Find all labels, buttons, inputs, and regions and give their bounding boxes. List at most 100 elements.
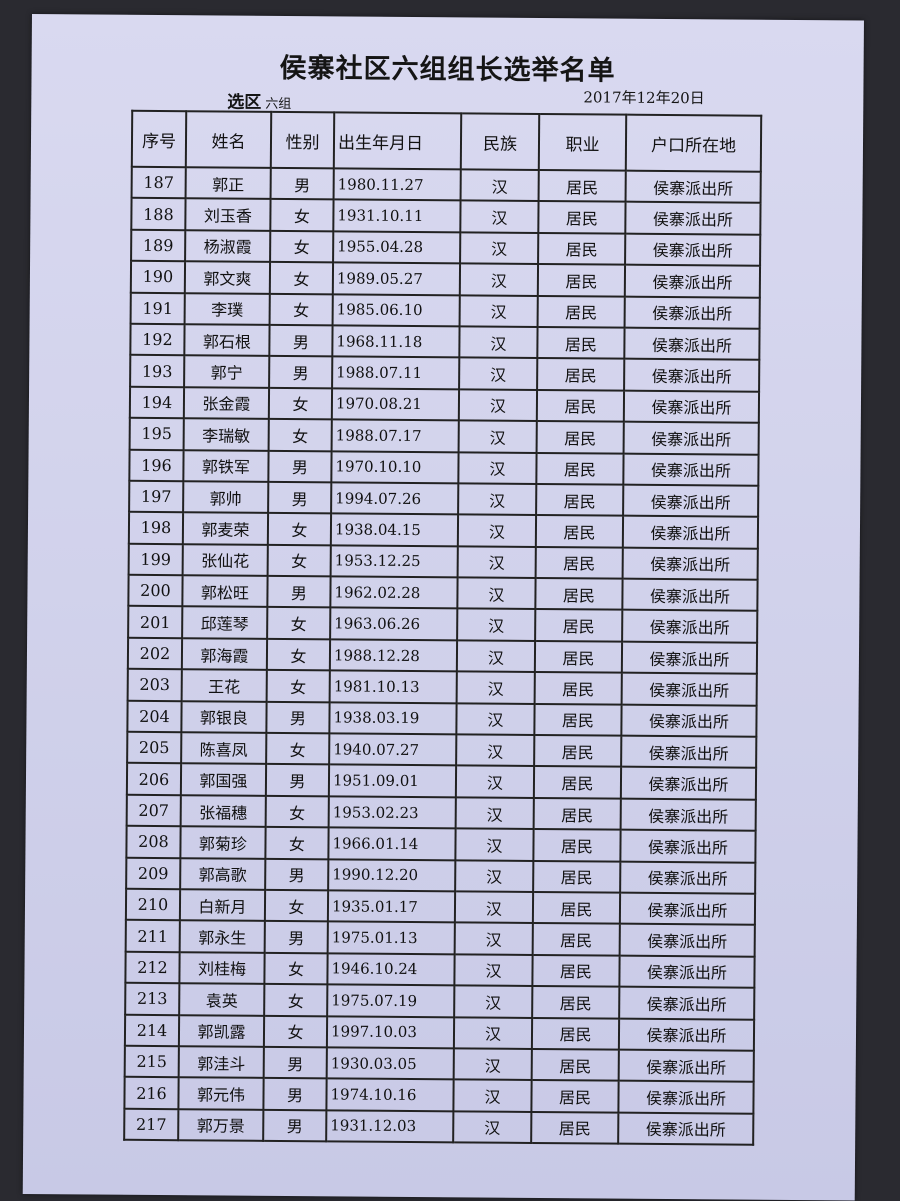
cell-ethnicity: 汉 xyxy=(458,389,538,422)
cell-registration: 侯寨派出所 xyxy=(625,233,761,266)
table-row: 198 郭麦荣女 1938.04.15 汉居民 侯寨派出所 xyxy=(128,512,759,549)
cell-ethnicity: 汉 xyxy=(459,263,539,296)
cell-occupation: 居民 xyxy=(532,954,620,987)
table-row: 203 王花女 1981.10.13 汉居民 侯寨派出所 xyxy=(127,669,757,706)
table-row: 213 袁英女 1975.07.19 汉居民 侯寨派出所 xyxy=(125,982,755,1020)
cell-name: 王花 xyxy=(181,669,267,702)
cell-occupation: 居民 xyxy=(535,546,623,579)
cell-occupation: 居民 xyxy=(537,295,625,328)
cell-registration: 侯寨派出所 xyxy=(622,547,758,580)
cell-name: 郭永生 xyxy=(179,920,265,953)
cell-ethnicity: 汉 xyxy=(460,200,539,233)
cell-occupation: 居民 xyxy=(533,766,622,799)
candidate-table: 序号 姓名 性别 出生年月日 民族 职业 户口所在地 187 郭正男 1980.11… xyxy=(123,110,762,1146)
cell-occupation: 居民 xyxy=(536,389,625,422)
cell-gender: 男 xyxy=(266,701,330,734)
cell-registration: 侯寨派出所 xyxy=(624,264,761,298)
cell-occupation: 居民 xyxy=(538,201,626,234)
district-value: 六组 xyxy=(265,96,292,113)
cell-name: 张福穗 xyxy=(180,795,266,828)
cell-name: 袁英 xyxy=(179,983,265,1016)
cell-gender: 女 xyxy=(270,199,334,232)
cell-occupation: 居民 xyxy=(537,326,625,360)
cell-index: 194 xyxy=(129,386,185,419)
cell-gender: 女 xyxy=(264,889,329,922)
table-row: 195 李瑞敏女 1988.07.17 汉居民 侯寨派出所 xyxy=(129,417,759,455)
cell-registration: 侯寨派出所 xyxy=(618,1049,754,1083)
cell-occupation: 居民 xyxy=(536,483,624,516)
table-row: 197 郭帅男 1994.07.26 汉居民 侯寨派出所 xyxy=(129,480,759,518)
cell-gender: 女 xyxy=(270,230,334,263)
cell-ethnicity: 汉 xyxy=(456,702,535,735)
cell-name: 郭万景 xyxy=(178,1108,264,1141)
cell-name: 邱莲琴 xyxy=(182,606,268,639)
cell-gender: 男 xyxy=(265,858,329,891)
cell-birthdate: 1988.12.28 xyxy=(329,639,458,672)
table-row: 207 张福穗女 1953.02.23 汉居民 侯寨派出所 xyxy=(126,794,756,831)
cell-ethnicity: 汉 xyxy=(458,483,537,516)
cell-name: 郭正 xyxy=(185,167,271,200)
cell-gender: 女 xyxy=(265,795,329,828)
cell-occupation: 居民 xyxy=(533,797,621,830)
cell-ethnicity: 汉 xyxy=(459,326,538,359)
table-row: 215 郭洼斗男 1930.03.05 汉居民 侯寨派出所 xyxy=(124,1045,754,1083)
cell-ethnicity: 汉 xyxy=(457,546,536,579)
cell-occupation: 居民 xyxy=(534,640,623,673)
cell-birthdate: 1930.03.05 xyxy=(326,1047,454,1080)
cell-name: 刘玉香 xyxy=(185,198,271,231)
cell-index: 209 xyxy=(126,857,181,890)
cell-index: 193 xyxy=(130,355,185,387)
cell-index: 188 xyxy=(131,198,186,230)
district-info: 选区 六组 xyxy=(227,88,291,114)
cell-gender: 女 xyxy=(264,952,328,985)
cell-ethnicity: 汉 xyxy=(453,1048,532,1081)
cell-index: 217 xyxy=(124,1108,179,1141)
cell-ethnicity: 汉 xyxy=(454,954,533,987)
table-row: 212 刘桂梅女 1946.10.24 汉居民 侯寨派出所 xyxy=(125,951,755,988)
cell-ethnicity: 汉 xyxy=(456,734,535,767)
cell-birthdate: 1980.11.27 xyxy=(333,168,461,201)
cell-ethnicity: 汉 xyxy=(454,891,534,924)
cell-occupation: 居民 xyxy=(537,358,625,391)
cell-birthdate: 1968.11.18 xyxy=(332,325,460,358)
cell-ethnicity: 汉 xyxy=(459,294,538,327)
cell-index: 195 xyxy=(129,417,184,450)
cell-birthdate: 1975.01.13 xyxy=(327,921,455,955)
header-index: 序号 xyxy=(131,110,187,168)
cell-name: 郭银良 xyxy=(181,700,267,733)
table-row: 191 李璞女 1985.06.10 汉居民 侯寨派出所 xyxy=(130,292,760,329)
cell-registration: 侯寨派出所 xyxy=(619,924,755,957)
cell-occupation: 居民 xyxy=(534,703,622,736)
cell-registration: 侯寨派出所 xyxy=(623,484,759,518)
cell-registration: 侯寨派出所 xyxy=(623,390,760,423)
cell-gender: 男 xyxy=(269,356,333,389)
cell-registration: 侯寨派出所 xyxy=(624,296,760,329)
table-row: 192 郭石根男 1968.11.18 汉居民 侯寨派出所 xyxy=(130,323,760,361)
cell-registration: 侯寨派出所 xyxy=(619,892,756,926)
cell-index: 215 xyxy=(124,1045,179,1078)
cell-name: 郭元伟 xyxy=(178,1077,264,1110)
table-row: 211 郭永生男 1975.01.13 汉居民 侯寨派出所 xyxy=(125,920,755,957)
cell-gender: 男 xyxy=(268,450,332,483)
cell-gender: 男 xyxy=(265,764,330,797)
cell-index: 211 xyxy=(125,920,180,952)
cell-gender: 女 xyxy=(266,670,330,702)
header-ethnicity: 民族 xyxy=(460,113,540,170)
cell-gender: 男 xyxy=(263,1109,327,1142)
cell-registration: 侯寨派出所 xyxy=(621,641,758,674)
header-occupation: 职业 xyxy=(538,113,627,171)
table-row: 208 郭菊珍女 1966.01.14 汉居民 侯寨派出所 xyxy=(126,825,756,863)
cell-birthdate: 1931.10.11 xyxy=(333,199,461,233)
cell-index: 187 xyxy=(131,166,186,199)
cell-birthdate: 1981.10.13 xyxy=(329,670,457,703)
cell-name: 郭洼斗 xyxy=(178,1046,264,1079)
cell-name: 郭菊珍 xyxy=(180,826,266,859)
cell-registration: 侯寨派出所 xyxy=(622,610,758,643)
cell-registration: 侯寨派出所 xyxy=(618,1080,754,1114)
cell-registration: 侯寨派出所 xyxy=(620,861,756,894)
cell-index: 191 xyxy=(130,292,185,325)
table-row: 188 刘玉香女 1931.10.11 汉居民 侯寨派出所 xyxy=(131,198,761,235)
cell-index: 210 xyxy=(125,888,181,921)
table-row: 216 郭元伟男 1974.10.16 汉居民 侯寨派出所 xyxy=(124,1077,754,1114)
cell-registration: 侯寨派出所 xyxy=(625,170,761,204)
